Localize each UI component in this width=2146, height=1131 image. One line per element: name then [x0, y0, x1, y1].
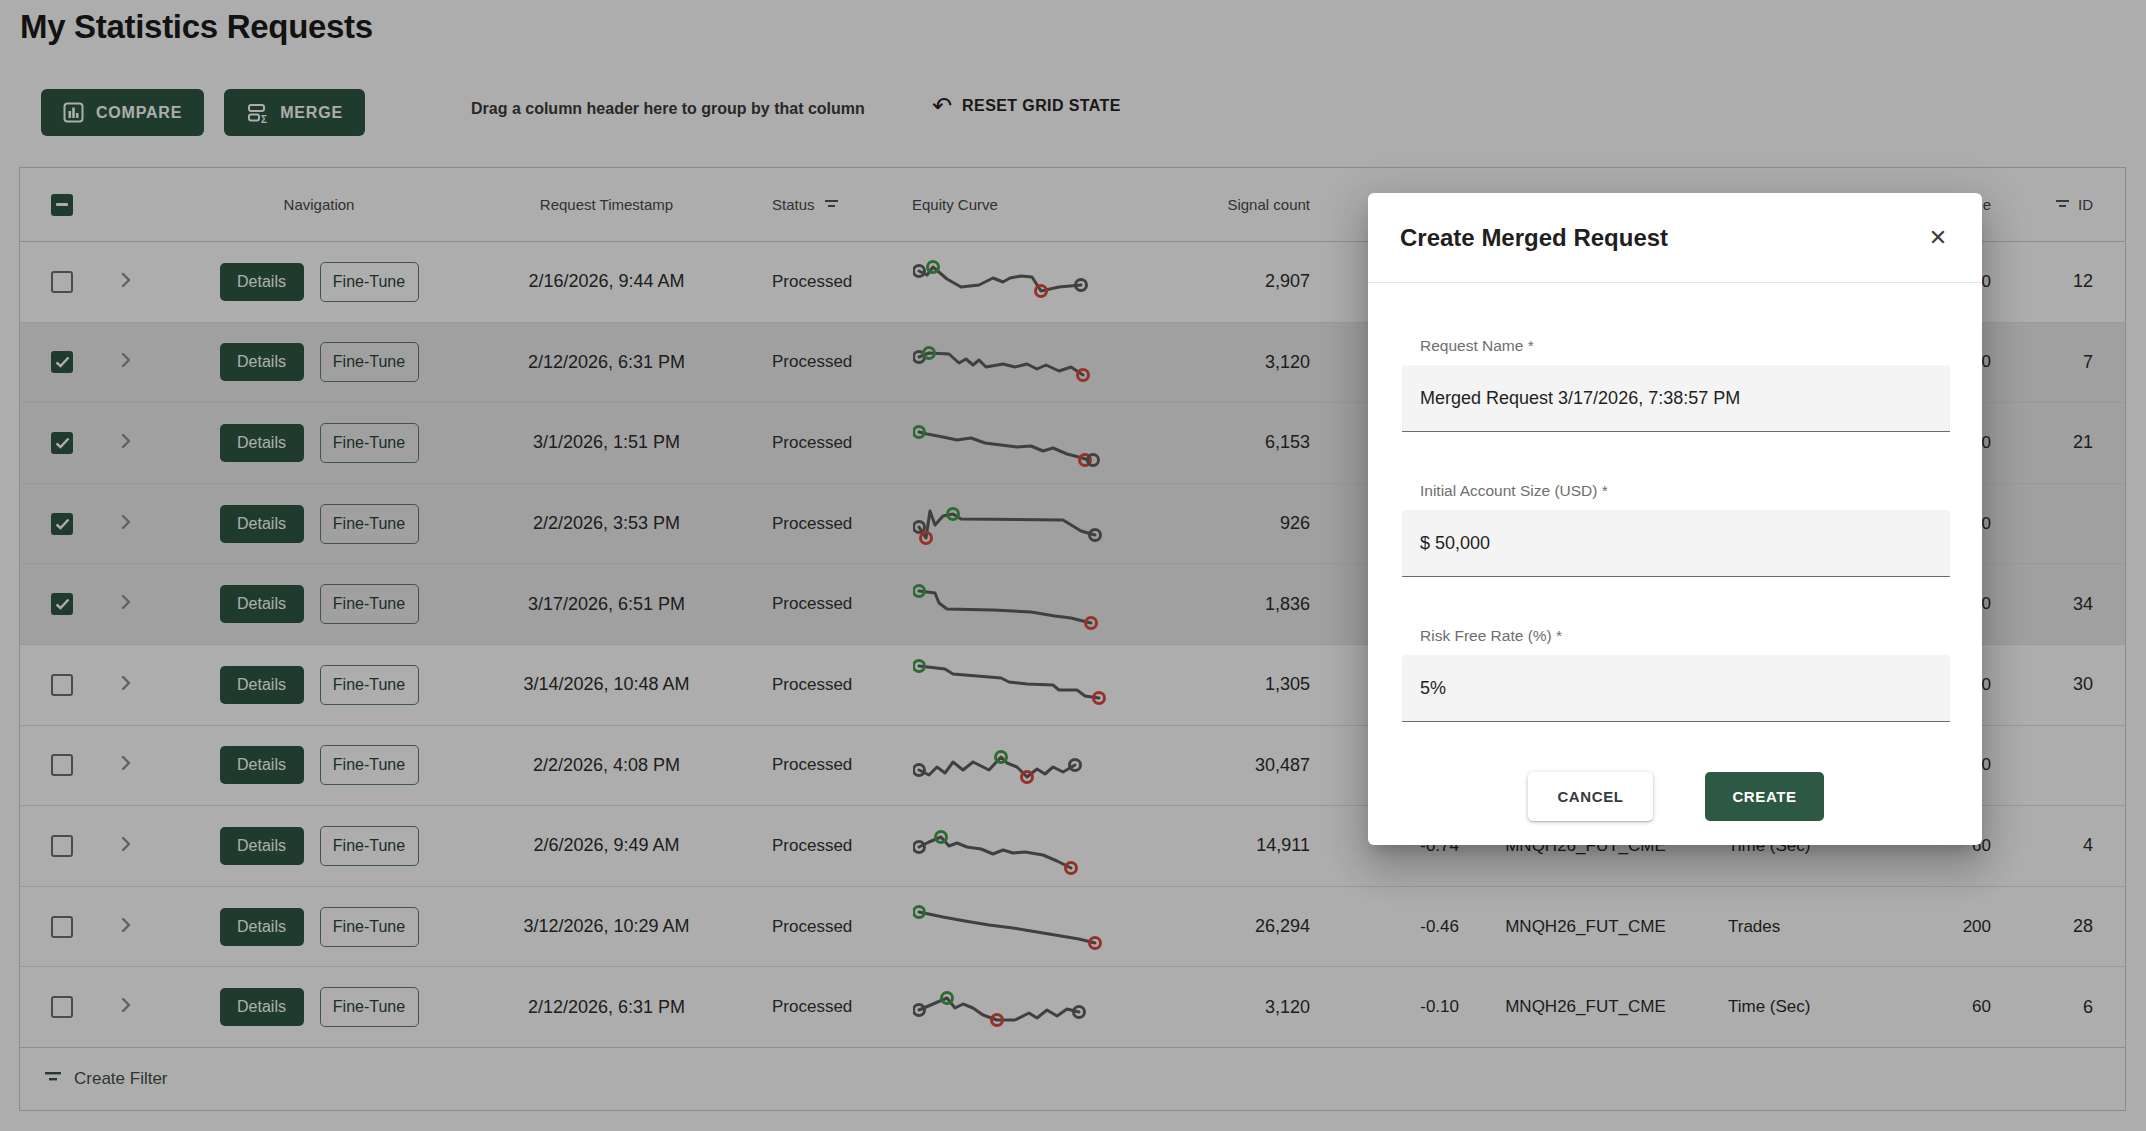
risk-free-rate-label: Risk Free Rate (%) *	[1402, 627, 1950, 645]
dialog-title: Create Merged Request	[1400, 224, 1668, 252]
request-name-label: Request Name *	[1402, 337, 1950, 355]
request-name-group: Request Name *	[1402, 337, 1950, 432]
create-button[interactable]: CREATE	[1705, 772, 1824, 821]
initial-account-size-field[interactable]	[1402, 510, 1950, 577]
create-merged-request-dialog: Create Merged Request ✕ Request Name * I…	[1368, 193, 1982, 845]
request-name-field[interactable]	[1402, 365, 1950, 432]
initial-account-size-group: Initial Account Size (USD) *	[1402, 482, 1950, 577]
risk-free-rate-field[interactable]	[1402, 655, 1950, 722]
cancel-button[interactable]: CANCEL	[1528, 772, 1653, 821]
dialog-actions: CANCEL CREATE	[1402, 772, 1950, 821]
close-icon[interactable]: ✕	[1920, 220, 1956, 256]
dialog-content: Request Name * Initial Account Size (USD…	[1368, 283, 1982, 821]
dialog-header: Create Merged Request ✕	[1368, 193, 1982, 283]
app-window: My Statistics Requests COMPARE Σ MERGE D…	[0, 0, 2146, 1131]
risk-free-rate-group: Risk Free Rate (%) *	[1402, 627, 1950, 722]
initial-account-size-label: Initial Account Size (USD) *	[1402, 482, 1950, 500]
